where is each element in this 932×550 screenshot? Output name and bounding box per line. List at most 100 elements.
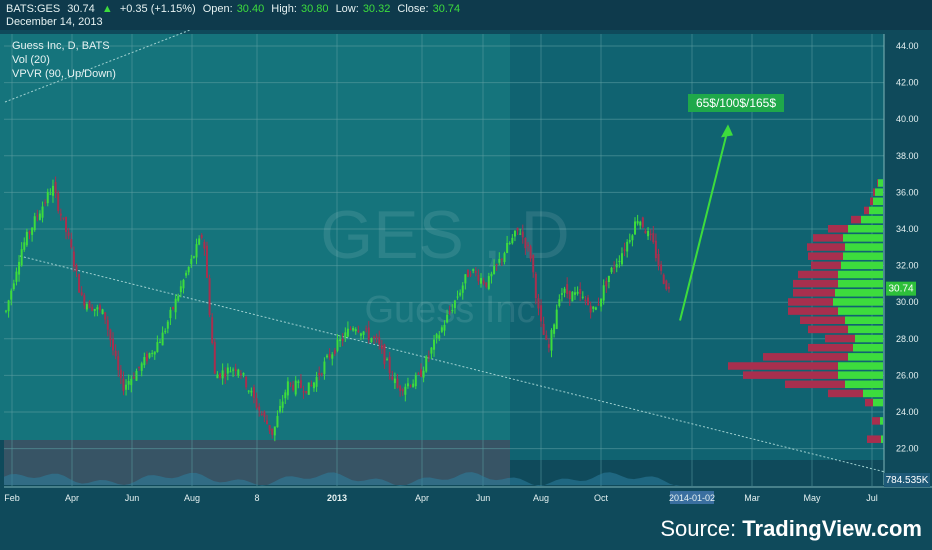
vprofile-down-bar (870, 197, 873, 206)
candle-body (195, 244, 198, 258)
candle-body (158, 341, 161, 343)
candle-body (406, 383, 409, 387)
vprofile-down-bar (807, 243, 845, 251)
candle-body (312, 382, 315, 389)
candle-body (649, 233, 652, 235)
upper-trendline[interactable] (4, 30, 191, 103)
x-tick-label: Oct (594, 493, 609, 503)
vprofile-up-bar (880, 417, 883, 425)
candle-body (93, 308, 96, 311)
legend-volume[interactable]: Vol (20) (12, 54, 50, 66)
open-label: Open: (202, 3, 233, 15)
candle-body (109, 329, 112, 341)
volume-profile (728, 179, 883, 443)
candle-body (211, 317, 214, 344)
candle-body (414, 375, 417, 387)
vprofile-down-bar (788, 298, 833, 306)
candle-body (78, 274, 81, 293)
vprofile-up-bar (838, 279, 883, 288)
projection-arrow[interactable] (679, 128, 729, 321)
lower-trendline[interactable] (19, 255, 886, 473)
candle-body (151, 352, 154, 354)
vprofile-up-bar (881, 435, 883, 443)
price-chart[interactable]: 22.00 24.00 26.00 28.00 30.00 32.00 34.00 36.00… (0, 30, 932, 520)
candle-body (36, 215, 39, 217)
candle-body (83, 295, 86, 306)
x-tick-label: Apr (65, 493, 79, 503)
annotation-box[interactable]: 65$/100$/165$ (688, 94, 784, 112)
source-brand[interactable]: TradingView.com (742, 516, 922, 541)
candle-body (138, 366, 141, 368)
x-tick-label: May (803, 493, 821, 503)
candle-body (553, 324, 556, 334)
candle-body (662, 274, 665, 284)
legend-symbol[interactable]: Guess Inc, D, BATS (12, 40, 110, 52)
vprofile-up-bar (838, 362, 883, 370)
y-tick-label: 24.00 (896, 407, 919, 417)
candle-body (54, 181, 57, 194)
price-axis[interactable]: 22.00 24.00 26.00 28.00 30.00 32.00 34.00 36.00… (883, 34, 919, 485)
candle-body (169, 309, 172, 319)
candle-body (396, 378, 399, 388)
candle-body (135, 370, 138, 381)
candle-body (112, 338, 115, 351)
candle-body (354, 329, 357, 332)
candle-body (493, 266, 496, 274)
vprofile-up-bar (869, 206, 883, 215)
candle-body (172, 307, 175, 309)
candle-body (513, 230, 516, 237)
y-tick-label: 42.00 (896, 78, 919, 88)
candle-body (219, 373, 222, 378)
candle-body (224, 373, 227, 377)
candle-body (477, 274, 480, 282)
vprofile-down-bar (788, 307, 838, 315)
vprofile-up-bar (848, 225, 883, 233)
y-tick-label: 38.00 (896, 151, 919, 161)
candle-body (65, 217, 68, 232)
candle-body (299, 380, 302, 388)
vprofile-up-bar (835, 289, 883, 297)
candle-body (294, 380, 297, 395)
legend-vpvr[interactable]: VPVR (90, Up/Down) (12, 68, 116, 80)
candle-body (623, 249, 626, 251)
y-tick-label: 36.00 (896, 187, 919, 197)
candle-body (18, 261, 21, 275)
candle-body (229, 371, 232, 373)
symbol[interactable]: BATS:GES (6, 3, 61, 15)
vprofile-up-bar (845, 380, 883, 389)
candle-body (276, 415, 279, 428)
candle-body (529, 246, 532, 259)
candle-body (589, 305, 592, 313)
vprofile-down-bar (808, 252, 843, 260)
candle-body (550, 329, 553, 351)
candle-body (263, 411, 266, 417)
candle-body (247, 390, 250, 392)
candle-body (5, 310, 7, 312)
candle-body (127, 381, 130, 385)
candle-body (357, 330, 360, 332)
candle-body (626, 241, 629, 252)
candle-body (613, 267, 616, 269)
candle-body (271, 428, 274, 435)
candle-body (652, 233, 655, 243)
price-tag-text: 30.74 (888, 284, 913, 295)
candle-body (568, 290, 571, 300)
candle-body (427, 356, 430, 358)
vprofile-up-bar (841, 261, 883, 270)
vprofile-down-bar (813, 234, 843, 242)
time-axis[interactable]: Feb Apr Jun Aug 8 2013 Apr Jun Aug Oct 2014-01-02 M… (4, 486, 932, 504)
candle-body (221, 370, 224, 379)
candle-body (456, 296, 459, 298)
candle-body (438, 335, 441, 339)
candle-body (179, 286, 182, 293)
vprofile-up-bar (873, 398, 883, 407)
candle-body (164, 330, 167, 333)
x-tick-label: Aug (184, 493, 200, 503)
candle-body (106, 320, 109, 330)
candle-body (226, 367, 229, 374)
candle-body (370, 338, 373, 343)
vprofile-down-bar (800, 316, 845, 324)
candle-body (422, 370, 425, 378)
candle-body (443, 324, 446, 331)
candle-body (85, 304, 88, 310)
